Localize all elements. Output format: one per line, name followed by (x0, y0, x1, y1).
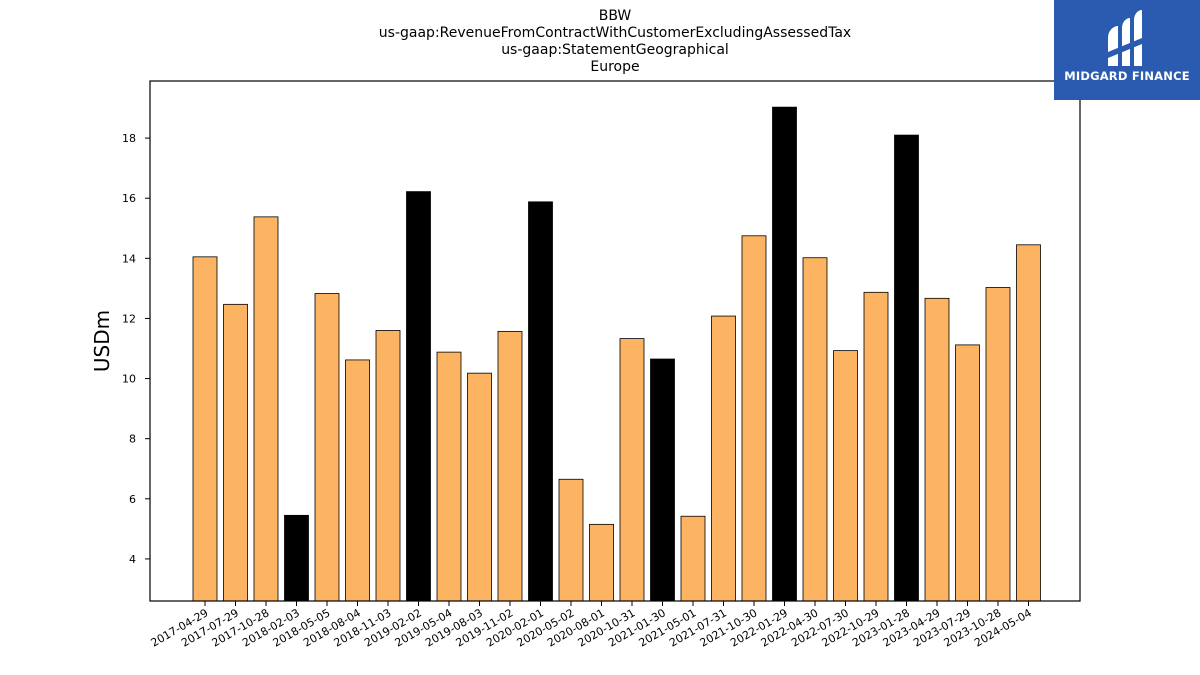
bar (924, 297, 950, 602)
bar (680, 515, 706, 602)
bar (955, 344, 980, 602)
bar (802, 257, 828, 602)
bar (528, 201, 553, 602)
bar (894, 134, 919, 602)
x-axis: 2017-04-292017-07-292017-10-282018-02-03… (149, 601, 1034, 650)
bar (741, 235, 767, 602)
bar (284, 514, 309, 602)
bar (192, 256, 218, 602)
title-line: us-gaap:RevenueFromContractWithCustomerE… (379, 25, 851, 41)
y-tick-label: 8 (129, 433, 136, 446)
bar (985, 287, 1011, 602)
bar (406, 191, 431, 602)
logo-text: MIDGARD FINANCE (1064, 69, 1190, 83)
bar (375, 330, 401, 602)
y-tick-label: 18 (122, 132, 136, 145)
logo-mark-icon (1108, 10, 1142, 66)
bar (833, 350, 858, 602)
bar (467, 372, 492, 602)
title-line: us-gaap:StatementGeographical (501, 42, 729, 58)
y-tick-label: 16 (122, 192, 136, 205)
y-tick-label: 14 (122, 252, 136, 265)
bar (345, 359, 370, 602)
bar (863, 291, 889, 602)
bar (650, 358, 675, 602)
bar (589, 523, 614, 602)
y-axis: 4 6 8 10 12 14 16 18 (122, 132, 150, 566)
brand-logo: MIDGARD FINANCE (1054, 0, 1200, 100)
bars (192, 106, 1041, 602)
y-tick-label: 10 (122, 373, 136, 386)
bar (314, 293, 340, 602)
bar (711, 315, 736, 602)
bar (497, 330, 523, 602)
bar (619, 338, 645, 602)
title-line: Europe (590, 59, 639, 75)
bar (253, 216, 279, 602)
y-tick-label: 4 (129, 553, 136, 566)
title-line: BBW (599, 8, 632, 24)
bar (436, 351, 462, 602)
bar (1016, 244, 1041, 602)
bar (558, 478, 584, 602)
chart-title: BBWus-gaap:RevenueFromContractWithCustom… (379, 8, 851, 75)
bar (772, 106, 797, 602)
y-tick-label: 6 (129, 493, 136, 506)
bar (223, 303, 248, 602)
y-tick-label: 12 (122, 312, 136, 325)
y-axis-label: USDm (90, 310, 114, 372)
plot-frame (149, 80, 1081, 602)
